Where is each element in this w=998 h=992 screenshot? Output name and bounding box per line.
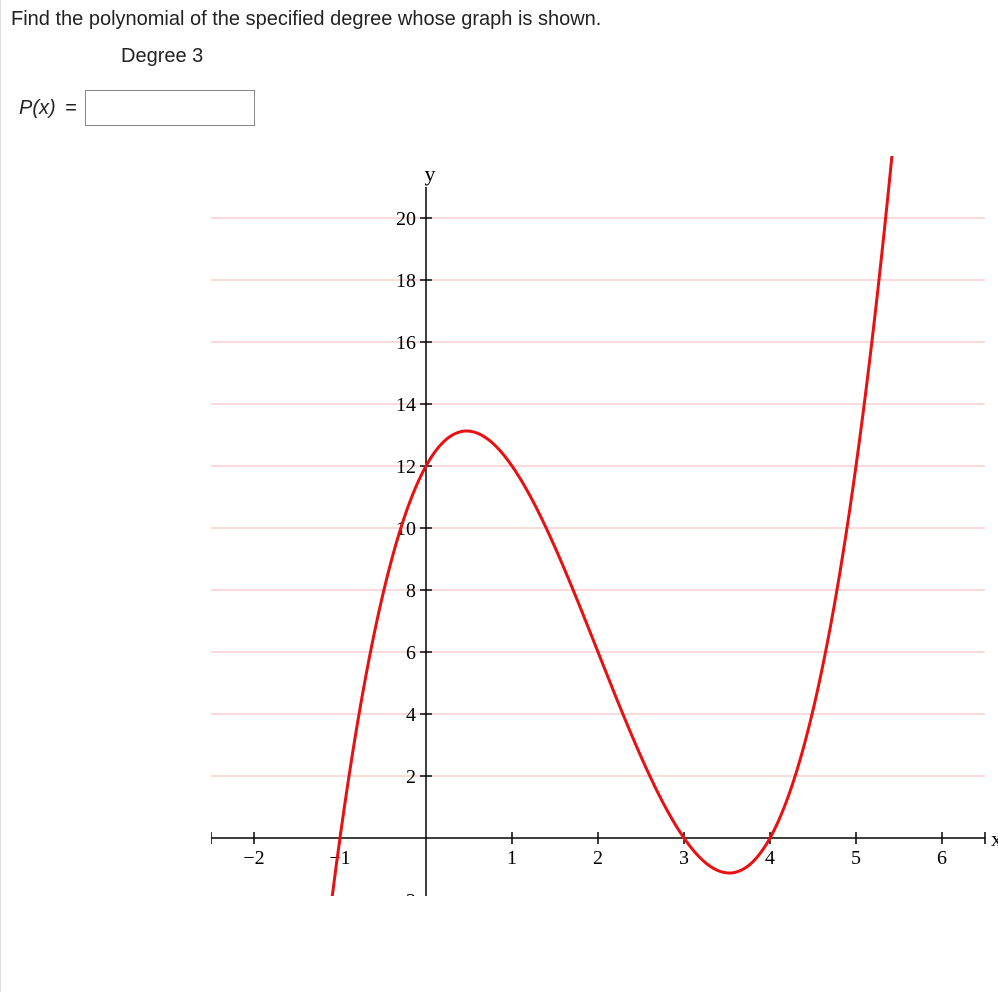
answer-input[interactable] [85,90,255,126]
y-tick-label: 12 [396,456,416,478]
x-tick-label: 1 [507,847,517,869]
x-tick-label: 5 [851,847,861,869]
answer-row: P(x) = [19,90,988,126]
question-text: Find the polynomial of the specified deg… [11,8,988,31]
y-tick-label: 4 [406,704,416,726]
x-tick-label: −1 [329,847,350,869]
y-tick-label: 6 [406,642,416,664]
y-tick-label: 8 [406,580,416,602]
px-label: P(x) = [19,97,77,120]
chart-container: −2−1123456−22468101214161820yx [211,156,988,896]
polynomial-chart: −2−1123456−22468101214161820yx [211,156,998,896]
y-tick-label: 16 [396,332,416,354]
degree-text: Degree 3 [121,45,988,68]
x-tick-label: −2 [243,847,264,869]
y-tick-label: 2 [406,766,416,788]
y-tick-label: 20 [396,208,416,230]
x-axis-label: x [991,826,998,851]
x-tick-label: 2 [593,847,603,869]
x-tick-label: 4 [765,847,775,869]
x-tick-label: 3 [679,847,689,869]
y-tick-label: 14 [396,394,416,416]
y-tick-label: −2 [395,890,416,896]
x-tick-label: 6 [937,847,947,869]
y-axis-label: y [425,161,436,186]
y-tick-label: 18 [396,270,416,292]
